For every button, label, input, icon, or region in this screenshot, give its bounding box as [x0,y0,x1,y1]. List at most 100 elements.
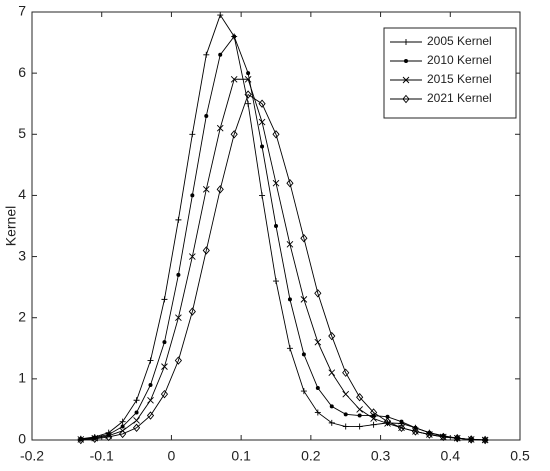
marker [314,409,321,416]
marker [273,278,279,285]
marker [314,338,322,346]
marker [77,435,85,445]
marker [286,241,294,248]
marker [119,418,126,425]
marker [300,234,308,243]
marker [385,414,390,419]
marker [260,144,265,149]
marker [176,272,181,277]
marker [383,417,392,426]
marker [286,179,294,188]
marker [300,388,307,395]
marker [217,12,224,19]
y-tick-label: 2 [18,308,26,324]
marker [384,420,391,427]
marker [161,363,168,370]
marker [202,246,210,255]
marker [161,296,168,303]
marker [203,51,210,58]
marker [244,90,252,99]
marker [133,417,140,424]
marker [148,382,153,387]
x-tick-label: 0.5 [510,448,530,464]
marker [370,415,377,422]
legend-label: 2010 Kernel [427,53,492,67]
marker [244,75,252,83]
marker [300,296,308,303]
marker [174,356,182,365]
marker [328,331,336,341]
y-axis-label: Kernel [3,206,19,246]
legend-label: 2021 Kernel [427,91,492,105]
series-line [80,93,486,441]
marker [175,314,182,322]
y-tick-label: 5 [18,125,26,141]
legend-label: 2015 Kernel [427,72,492,86]
marker [230,75,238,83]
marker [404,59,408,63]
marker [230,130,238,139]
marker [160,389,169,399]
marker [403,39,409,45]
marker [402,94,410,104]
marker [274,224,278,228]
marker [453,433,461,443]
marker [356,393,364,402]
x-tick-label: 0.4 [441,448,461,464]
marker [91,434,99,443]
x-tick-label: 0.3 [371,448,391,464]
marker [329,404,334,409]
marker [232,34,237,39]
marker [272,179,280,187]
marker [342,390,350,398]
marker [175,216,182,223]
marker [258,118,266,126]
y-tick-label: 3 [18,247,26,263]
marker [286,345,293,352]
marker [162,340,167,345]
marker [147,357,154,364]
y-tick-label: 1 [18,370,26,386]
marker [370,421,377,428]
marker [397,423,406,432]
marker [314,289,322,298]
x-tick-label: -0.1 [90,448,114,464]
marker [328,419,335,426]
marker [216,124,224,132]
marker [134,410,139,415]
marker [315,386,320,391]
marker [287,297,292,302]
marker [133,397,140,404]
marker [370,408,378,417]
marker [216,185,224,194]
marker [188,307,196,316]
marker [189,253,196,260]
x-tick-label: 0 [168,448,176,464]
marker [399,419,404,424]
marker [272,130,280,139]
marker [259,192,266,199]
x-tick-label: 0.1 [231,448,251,464]
y-tick-label: 6 [18,64,26,80]
marker [356,423,363,430]
marker [202,185,210,193]
x-tick-label: -0.2 [20,448,44,464]
marker [246,71,251,76]
marker [328,369,336,377]
marker [147,396,154,404]
marker [343,412,348,417]
marker [301,352,306,357]
plot-frame [31,11,521,441]
marker [204,113,209,118]
marker [467,435,475,444]
marker [402,76,410,84]
marker [189,131,196,138]
legend-label: 2005 Kernel [427,34,492,48]
y-tick-label: 0 [18,431,26,447]
marker [218,52,223,57]
marker [245,100,252,107]
legend: 2005 Kernel 2010 Kernel 2015 Kernel 2021 Ke… [383,27,517,119]
marker [425,430,433,439]
marker [481,436,489,444]
